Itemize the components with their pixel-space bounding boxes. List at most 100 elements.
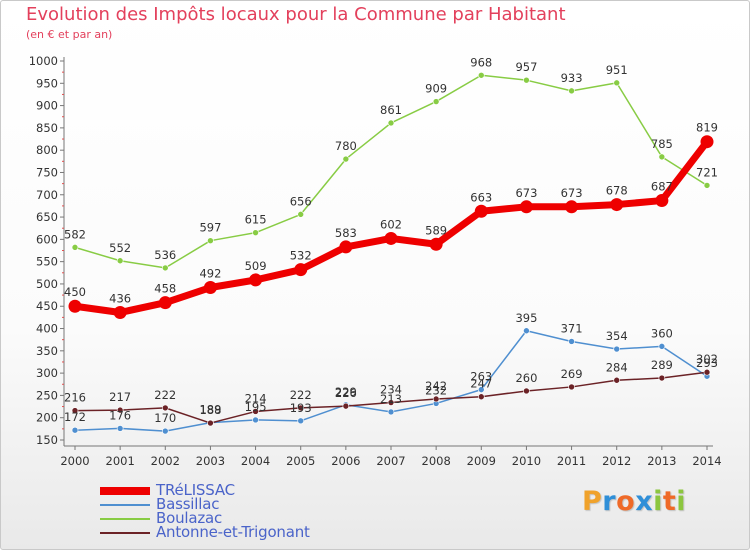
data-point-bassillac	[568, 338, 575, 345]
data-point-antonne-et-trigonant	[523, 387, 530, 395]
data-point-tr-lissac	[294, 263, 308, 277]
proxiti-logo: Proxiti	[582, 486, 686, 517]
data-point-boulazac	[613, 79, 621, 87]
data-label-bassillac: 263	[470, 370, 492, 384]
data-label-tr-lissac: 673	[515, 186, 537, 200]
data-point-tr-lissac	[474, 204, 488, 218]
data-point-antonne-et-trigonant	[252, 408, 259, 415]
data-point-antonne-et-trigonant	[207, 419, 214, 427]
legend-swatch	[100, 504, 150, 506]
data-label-boulazac: 536	[154, 248, 176, 262]
data-label-bassillac: 360	[651, 326, 673, 340]
data-label-tr-lissac: 819	[696, 121, 718, 135]
data-point-bassillac	[523, 327, 530, 335]
data-label-boulazac: 552	[109, 241, 131, 255]
data-label-bassillac: 193	[290, 401, 312, 415]
legend-swatch	[100, 532, 150, 534]
x-tick-label: 2008	[422, 454, 451, 468]
chart-axes: 150 200 250 300 350 400 450 500 550 600 650 700 750 8…	[29, 54, 722, 468]
data-point-antonne-et-trigonant	[477, 393, 485, 401]
data-label-boulazac: 968	[470, 55, 492, 69]
logo-letter: i	[653, 486, 663, 517]
data-point-tr-lissac	[339, 240, 353, 254]
data-label-bassillac: 354	[606, 329, 628, 343]
data-point-boulazac	[477, 71, 485, 79]
x-tick-label: 2010	[512, 454, 541, 468]
data-point-tr-lissac	[429, 237, 443, 251]
y-tick-label: 150	[36, 433, 58, 447]
chart-series	[68, 71, 714, 435]
data-point-tr-lissac	[565, 200, 579, 214]
data-label-tr-lissac: 583	[335, 226, 357, 240]
data-label-boulazac: 785	[651, 137, 673, 151]
y-tick-label: 600	[36, 232, 58, 246]
y-tick-label: 650	[36, 210, 58, 224]
data-label-antonne-et-trigonant: 214	[245, 391, 267, 405]
data-point-antonne-et-trigonant	[703, 368, 711, 376]
data-point-antonne-et-trigonant	[116, 406, 124, 414]
data-point-bassillac	[477, 386, 485, 393]
data-label-bassillac: 189	[199, 403, 221, 417]
x-tick-label: 2002	[151, 454, 180, 468]
data-point-antonne-et-trigonant	[658, 374, 666, 382]
data-point-antonne-et-trigonant	[297, 404, 305, 412]
data-point-boulazac	[523, 76, 530, 84]
data-label-antonne-et-trigonant: 222	[154, 388, 176, 402]
data-point-antonne-et-trigonant	[613, 376, 621, 384]
data-label-boulazac: 933	[561, 71, 583, 85]
data-point-tr-lissac	[610, 198, 624, 212]
y-tick-label: 200	[36, 411, 58, 425]
data-label-tr-lissac: 687	[651, 180, 673, 194]
data-label-bassillac: 229	[335, 385, 357, 399]
data-point-boulazac	[387, 119, 395, 127]
data-label-bassillac: 176	[109, 408, 131, 422]
data-label-bassillac: 232	[425, 383, 447, 397]
data-point-tr-lissac	[249, 273, 263, 287]
x-tick-label: 2005	[286, 454, 315, 468]
data-point-tr-lissac	[384, 231, 398, 245]
data-point-boulazac	[342, 155, 350, 163]
x-tick-label: 2007	[376, 454, 405, 468]
data-point-antonne-et-trigonant	[161, 404, 169, 412]
y-tick-label: 950	[36, 76, 58, 90]
y-tick-label: 850	[36, 121, 58, 135]
legend-label: Bassillac	[156, 495, 220, 513]
logo-letter: t	[662, 486, 677, 517]
x-tick-label: 2006	[331, 454, 360, 468]
data-label-boulazac: 721	[696, 165, 718, 179]
data-point-boulazac	[568, 87, 575, 95]
data-point-bassillac	[161, 427, 169, 435]
data-label-bassillac: 213	[380, 392, 402, 406]
data-label-tr-lissac: 450	[64, 285, 86, 299]
data-point-antonne-et-trigonant	[387, 399, 395, 406]
data-point-tr-lissac	[519, 200, 533, 214]
data-point-antonne-et-trigonant	[71, 407, 79, 414]
y-tick-label: 1000	[29, 54, 58, 68]
legend-swatch	[100, 518, 150, 520]
y-tick-label: 550	[36, 255, 58, 269]
logo-letter: o	[616, 486, 636, 517]
data-label-antonne-et-trigonant: 302	[696, 352, 718, 366]
data-label-tr-lissac: 458	[154, 282, 176, 296]
data-point-boulazac	[432, 98, 440, 105]
data-point-boulazac	[252, 229, 259, 236]
x-tick-label: 2011	[557, 454, 586, 468]
legend-label: Antonne-et-Trigonant	[156, 523, 310, 541]
data-label-antonne-et-trigonant: 247	[470, 377, 492, 391]
data-label-antonne-et-trigonant: 260	[515, 371, 537, 385]
data-point-boulazac	[71, 244, 79, 251]
legend-swatch	[100, 487, 150, 495]
data-point-bassillac	[387, 408, 395, 416]
data-point-boulazac	[297, 211, 305, 218]
data-label-tr-lissac: 663	[470, 190, 492, 204]
y-tick-label: 450	[36, 299, 58, 313]
data-label-boulazac: 780	[335, 139, 357, 153]
y-tick-label: 250	[36, 388, 58, 402]
data-point-bassillac	[252, 416, 259, 424]
x-tick-label: 2009	[467, 454, 496, 468]
data-label-antonne-et-trigonant: 188	[199, 403, 221, 417]
data-point-tr-lissac	[113, 305, 127, 319]
data-label-boulazac: 615	[245, 213, 267, 227]
data-label-tr-lissac: 673	[561, 186, 583, 200]
